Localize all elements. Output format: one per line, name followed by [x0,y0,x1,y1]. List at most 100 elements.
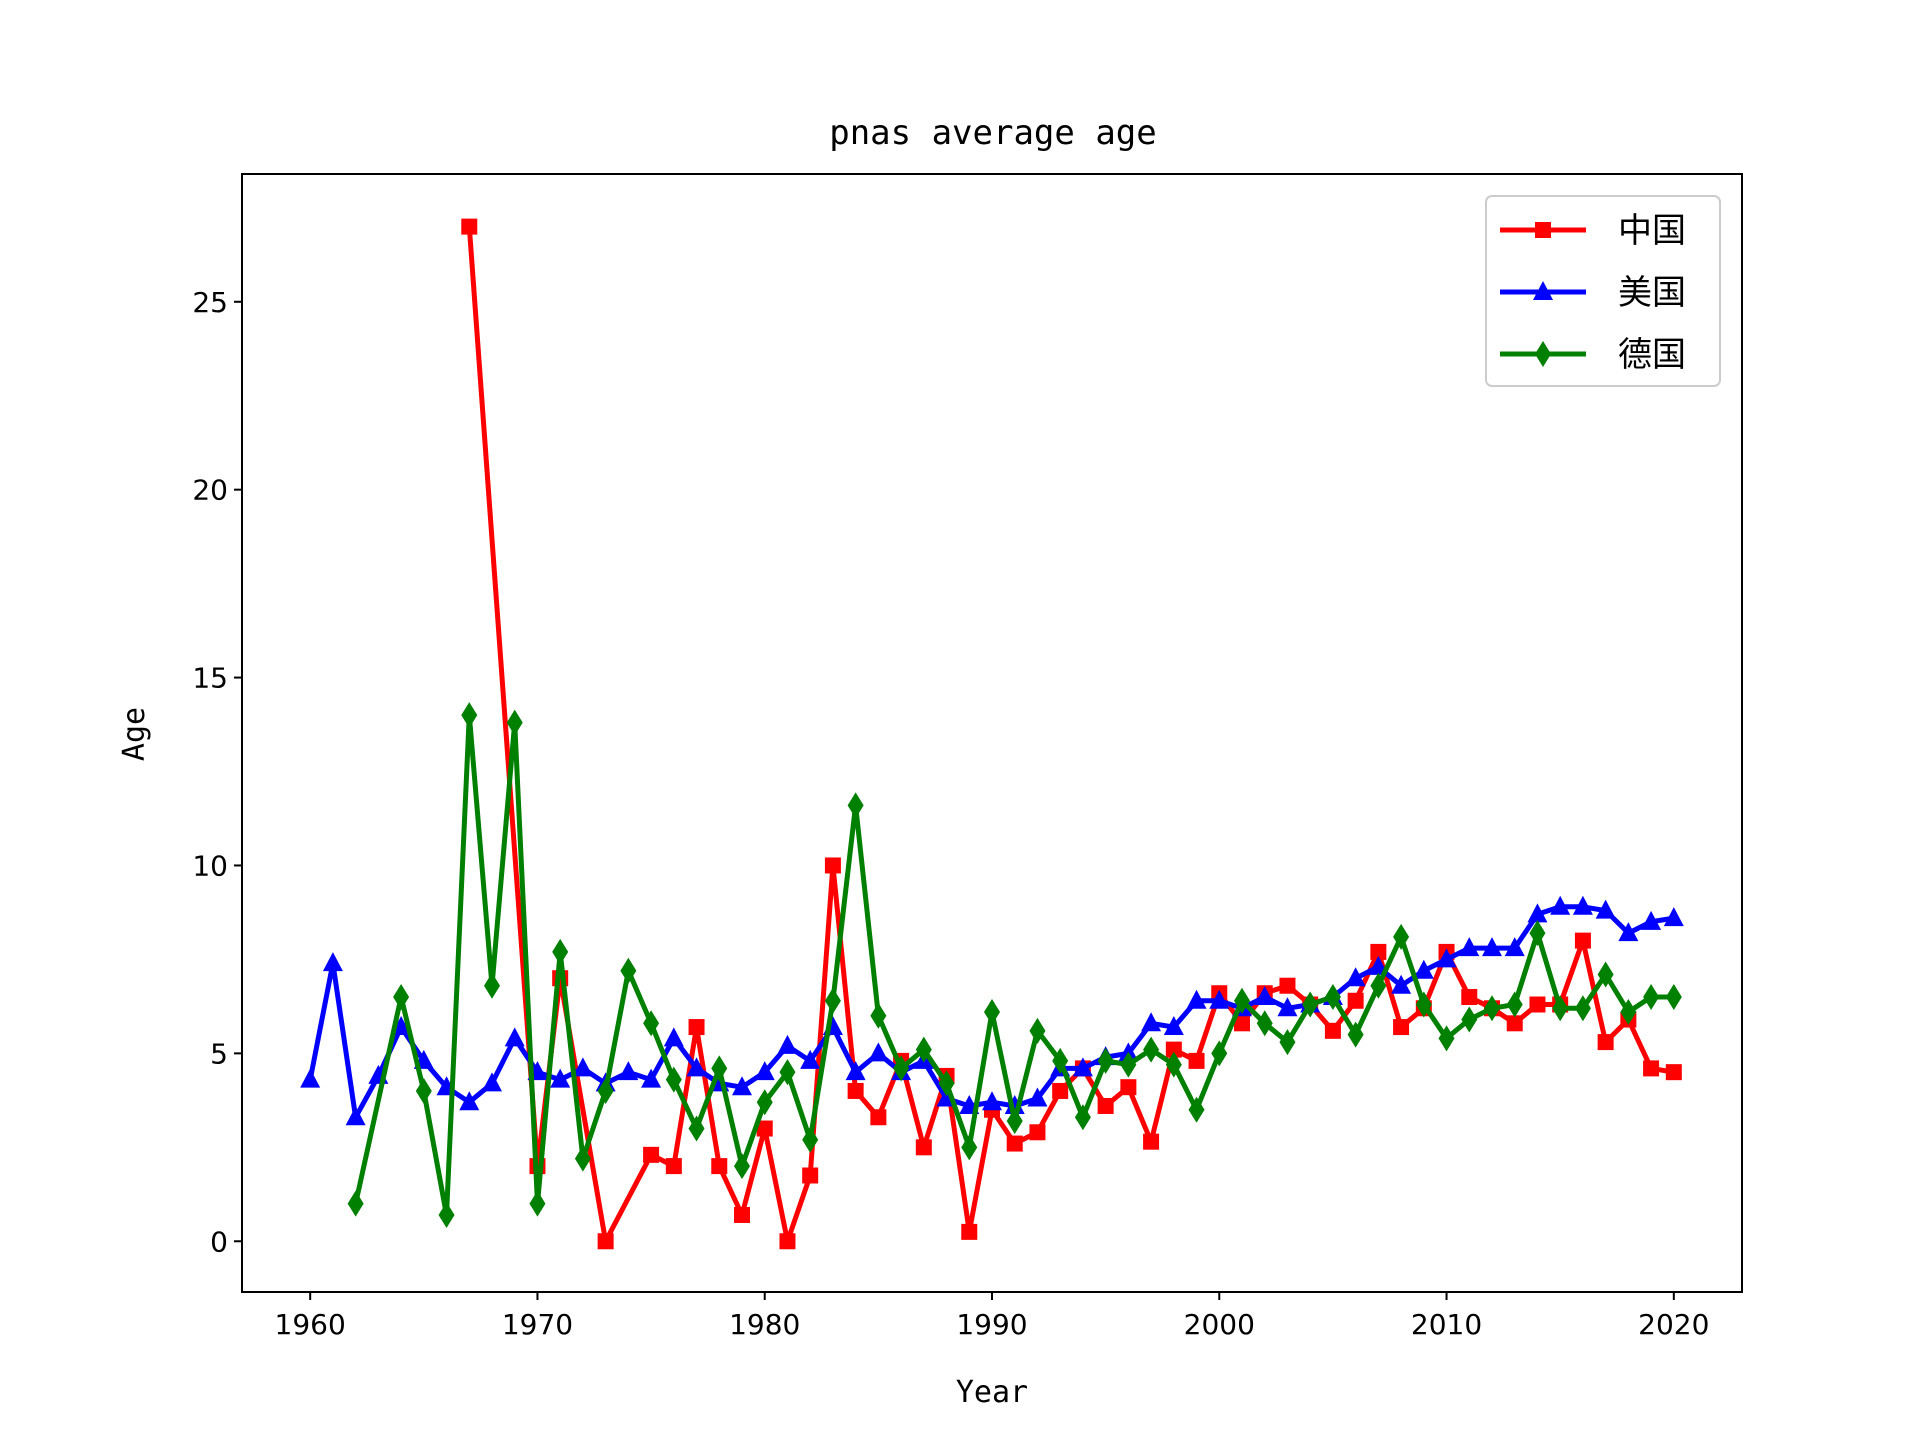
legend-marker [1535,341,1551,367]
data-point [484,972,500,999]
data-point [461,218,478,235]
data-point [711,1055,728,1082]
data-point [1347,992,1364,1009]
data-point [1188,1096,1205,1123]
data-point [1074,1104,1091,1131]
data-point [552,938,569,965]
data-point [1665,983,1682,1010]
data-point [1438,1025,1455,1052]
data-point [415,1077,432,1104]
data-point [1482,937,1502,957]
data-point [1574,995,1591,1022]
data-point [1552,995,1569,1022]
data-point [1141,1012,1162,1032]
data-point [1415,991,1432,1018]
data-point [938,1070,955,1097]
x-tick-label: 2020 [1638,1308,1709,1341]
y-tick-label: 5 [210,1037,228,1070]
data-point [322,952,343,972]
y-tick-label: 25 [192,286,228,319]
y-tick-label: 10 [192,849,228,882]
data-point [732,1076,752,1096]
data-point [1211,1040,1228,1067]
y-axis: 0 5 10 15 20 25 [192,286,242,1258]
data-point [1209,989,1230,1009]
data-point [1120,1079,1137,1096]
data-point [1302,991,1319,1018]
x-axis-label: Year [956,1375,1028,1410]
data-point [1254,985,1275,1005]
data-point [1643,983,1660,1010]
data-point [1324,1022,1341,1039]
data-point [688,1115,705,1142]
data-point [1597,1034,1614,1051]
data-point [688,1019,705,1036]
data-point [756,1120,773,1137]
y-tick-label: 0 [210,1225,228,1258]
legend-label: 美国 [1618,273,1686,313]
data-point [1459,937,1480,957]
data-point [1324,983,1341,1010]
data-point [643,1146,660,1163]
y-tick-label: 20 [192,474,228,507]
x-tick-label: 2010 [1411,1308,1482,1341]
data-point [643,1010,660,1037]
legend-marker [1533,281,1553,300]
x-tick-label: 1990 [956,1308,1027,1341]
data-point [984,999,1000,1026]
data-point [1461,988,1478,1005]
data-point [756,1089,773,1116]
data-point [1277,997,1298,1017]
data-point [1120,1051,1137,1078]
data-point [665,1158,682,1175]
data-point [1143,1036,1160,1063]
legend-box [1485,195,1721,387]
data-point [1484,995,1500,1022]
data-point [1663,907,1684,927]
x-tick-label: 1960 [275,1308,346,1341]
data-point [597,1233,614,1250]
data-point [1143,1133,1160,1150]
data-point [1529,996,1546,1013]
data-point [1665,1064,1682,1081]
data-point [1186,989,1207,1009]
data-point [1052,1047,1069,1074]
data-point [1256,1010,1273,1037]
data-point [1097,1047,1114,1074]
data-point [663,1027,684,1047]
x-tick-label: 1980 [729,1308,800,1341]
data-point [1550,895,1571,915]
data-point [665,1066,682,1093]
data-point [1618,922,1639,942]
data-point [1347,1021,1364,1048]
data-point [777,1034,798,1054]
data-point [1572,895,1593,915]
data-point [893,1055,910,1082]
data-point [845,1061,866,1081]
data-point [1391,974,1412,994]
data-point [1052,1082,1069,1099]
data-point [870,1002,887,1029]
data-point [847,1082,864,1099]
data-point [915,1139,932,1156]
y-tick-label: 15 [192,662,228,695]
data-point [1461,1006,1478,1033]
data-point [1072,1057,1093,1077]
y-axis-label: Age [117,707,152,761]
data-point [1097,1097,1114,1114]
data-point [1527,903,1548,923]
data-point [347,1190,364,1217]
data-point [1165,1051,1182,1078]
data-point [300,1068,321,1088]
data-point [1165,1041,1182,1058]
data-point [438,1201,455,1228]
data-point [870,1109,887,1126]
data-point [961,1223,978,1240]
x-axis: 1960 1970 1980 1990 2000 2010 2020 [275,1292,1709,1341]
data-point [1504,937,1525,957]
data-point [1163,1016,1184,1036]
data-point [1234,1015,1250,1032]
data-point [1413,959,1434,979]
